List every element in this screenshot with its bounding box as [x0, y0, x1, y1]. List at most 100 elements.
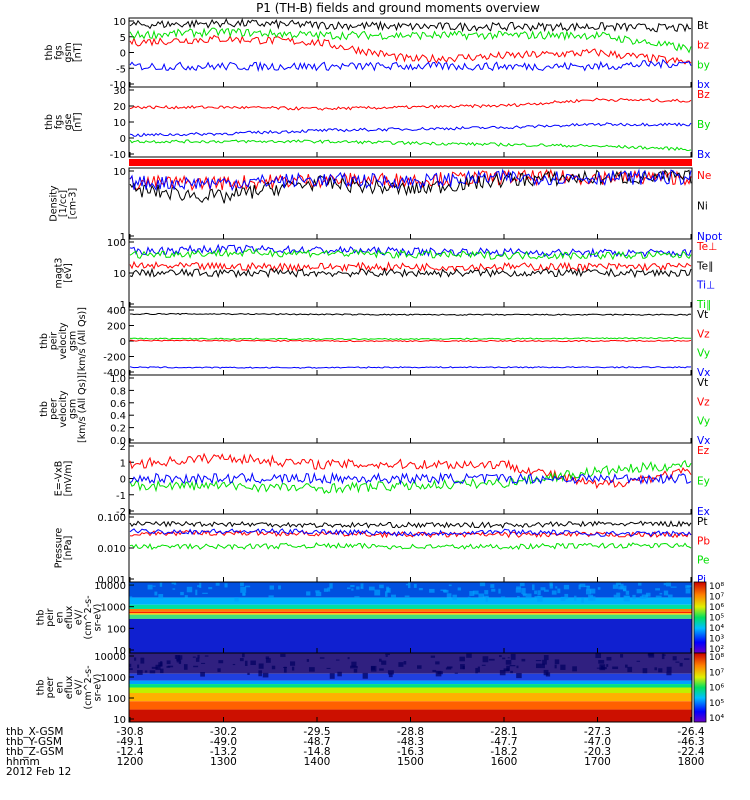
spectrogram-speckle: [472, 590, 479, 595]
series-fgs-gsm-Bt: [129, 17, 692, 33]
spectrogram-speckle: [160, 661, 163, 667]
spectrogram-speckle: [149, 670, 156, 674]
ephemeris-value: -30.8: [116, 726, 144, 738]
spectrogram-speckle: [250, 660, 256, 666]
spectrogram-speckle: [454, 672, 458, 674]
legend-Vz: Vz: [697, 396, 710, 408]
spectrogram-speckle: [215, 582, 220, 586]
ephemeris-value: 1600: [490, 756, 518, 768]
y-axis-label: peir: [45, 608, 56, 627]
spectrogram-speckle: [606, 656, 612, 661]
spectrogram-speckle: [516, 665, 519, 669]
y-tick-label: 30: [113, 86, 126, 97]
spectrogram-speckle: [655, 595, 662, 598]
spectrogram-speckle: [606, 664, 609, 667]
spectrogram-speckle: [180, 591, 184, 596]
spectrogram-speckle: [666, 671, 672, 676]
y-tick-label: 0.100: [97, 513, 126, 524]
y-tick-label: -5: [116, 64, 126, 75]
y-tick-label: 10: [113, 715, 126, 726]
y-axis-label: fgs: [53, 45, 64, 59]
legend-Bt: Bt: [697, 20, 708, 32]
legend-Ez: Ez: [697, 445, 710, 457]
spectrogram-speckle: [670, 586, 677, 588]
spectrogram-speckle: [515, 588, 521, 593]
spectrogram-speckle: [350, 665, 356, 669]
spectrogram-speckle: [684, 658, 690, 660]
y-axis-label: magt3: [53, 258, 64, 289]
series-density-Npot: [129, 168, 692, 192]
series-fgs-gse-Bz: [129, 97, 692, 111]
spectrogram-speckle: [283, 666, 287, 673]
y-axis-label: (cm^2-s-: [83, 596, 94, 640]
spectrogram-speckle: [563, 584, 570, 590]
spectrogram-speckle: [555, 586, 558, 589]
spectrogram-speckle: [612, 666, 619, 670]
spectrogram-speckle: [482, 656, 489, 663]
legend-Pi: Pi: [697, 574, 706, 586]
y-tick-label: 200: [107, 322, 126, 333]
spectrogram-speckle: [446, 593, 452, 598]
panel-peer-eflux: 10⁸ 10⁷ 10⁶ 10⁵ 10⁴ 10000 1000 100 10 thbpeerenef…: [36, 652, 725, 726]
y-axis-label: [1/cc]: [58, 190, 69, 217]
y-tick-label: -1: [116, 491, 126, 502]
spectrogram-speckle: [595, 653, 602, 659]
spectrogram-speckle: [159, 582, 163, 587]
y-tick-label: 0.8: [110, 386, 126, 397]
spectrogram-speckle: [641, 594, 647, 600]
spectrogram-speckle: [218, 660, 224, 664]
spectrogram-speckle: [521, 658, 526, 662]
y-tick-label: 1: [120, 232, 126, 243]
spectrogram-speckle: [244, 660, 248, 666]
spectrogram-speckle: [516, 586, 521, 590]
y-axis-label: thb: [36, 680, 47, 696]
legend-Te∥: Te∥: [696, 260, 713, 272]
spectrogram-speckle: [379, 668, 384, 671]
spectrogram-band: [129, 684, 692, 688]
lines-layer: [129, 17, 692, 551]
spectrogram-speckle: [129, 668, 133, 671]
series-fgs-gse-By: [129, 139, 692, 152]
spectrogram-speckle: [271, 665, 276, 670]
spectrogram-speckle: [435, 661, 440, 665]
series-temp-Te∥: [129, 267, 692, 279]
ephemeris-value: 1300: [210, 756, 237, 768]
spectrogram-speckle: [379, 658, 382, 662]
spectrogram-speckle: [154, 591, 158, 596]
series-efield-Ey: [129, 459, 692, 495]
colorbar-tick-label: 10⁴: [709, 624, 724, 634]
spectrogram-speckle: [457, 587, 461, 591]
series-temp-Ti∥: [129, 247, 692, 261]
ephemeris-value: -22.4: [677, 746, 705, 758]
spectrogram-speckle: [242, 592, 246, 596]
spectrogram-speckle: [663, 654, 666, 656]
spectrogram-speckle: [481, 664, 486, 666]
y-axis-label: en: [55, 612, 66, 624]
ephemeris-value: -27.3: [583, 726, 612, 738]
spectrogram-band: [129, 709, 692, 722]
y-axis-label: [km/s (All Qs)]: [77, 307, 88, 375]
ephemeris-value: -12.4: [116, 746, 144, 758]
spectrogram-speckle: [685, 585, 690, 589]
spectrogram-speckle: [151, 666, 158, 669]
spectrogram-band: [129, 582, 692, 598]
series-peir-vel-Vx: [129, 366, 692, 369]
spectrogram-speckle: [197, 654, 200, 659]
y-axis-label: gsm: [68, 331, 79, 351]
spectrogram-speckle: [323, 588, 328, 592]
spectrogram-speckle: [319, 657, 325, 659]
spectrogram-speckle: [659, 592, 663, 595]
spectrogram-speckle: [501, 596, 506, 599]
legend-Npot: Npot: [697, 231, 722, 243]
y-tick-label: -10: [110, 150, 126, 161]
ephemeris-value: 1400: [303, 756, 331, 768]
spectrogram-speckle: [663, 590, 669, 596]
spectrogram-speckle: [574, 595, 577, 601]
spectrogram-speckle: [477, 666, 480, 673]
legend-Vx: Vx: [697, 367, 710, 379]
spectrogram-band: [129, 597, 692, 605]
spectrogram-band: [129, 653, 692, 674]
spectrogram-speckle: [560, 664, 566, 670]
y-axis-label: thb: [44, 45, 55, 61]
panel-peer-vel: 1.00.8 0.60.4 0.20.0 thbpeervelocitygsm[km/…: [39, 374, 710, 447]
